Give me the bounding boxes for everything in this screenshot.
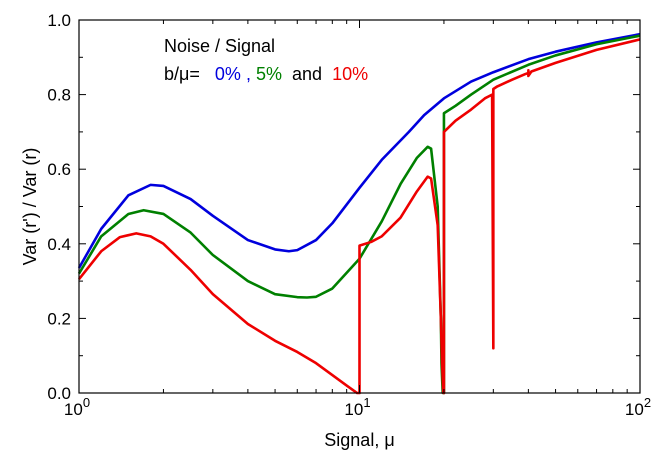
x-tick-label-exp: 2 (644, 395, 651, 410)
y-tick-label: 0.2 (47, 309, 71, 328)
y-tick-label: 0.6 (47, 160, 71, 179)
series-line-2 (77, 38, 641, 395)
x-tick-label: 100 (64, 395, 90, 419)
annotation-comma: , (246, 64, 251, 84)
annotation-and: and (292, 64, 322, 84)
series-layer (77, 32, 641, 395)
series-line-0 (77, 32, 641, 269)
annotation-title: Noise / Signal (164, 36, 275, 56)
x-tick-label-base: 10 (625, 400, 644, 419)
x-tick-label-base: 10 (64, 400, 83, 419)
y-tick-label: 0.8 (47, 86, 71, 105)
series-line-1 (77, 34, 641, 395)
y-tick-label: 1.0 (47, 11, 71, 30)
y-axis-label: Var (r') / Var (r) (20, 148, 40, 266)
x-tick-label-base: 10 (344, 400, 363, 419)
y-tick-label: 0.0 (47, 384, 71, 403)
annotation-value-5: 5% (256, 64, 282, 84)
x-tick-label-exp: 1 (363, 395, 370, 410)
annotation-value-10: 10% (332, 64, 368, 84)
x-tick-label-exp: 0 (83, 395, 90, 410)
annotation-legend: b/μ= 0% , 5% and 10% (164, 64, 368, 84)
annotation-value-0: 0% (215, 64, 241, 84)
annotation-prefix: b/μ= (164, 64, 200, 84)
x-tick-label: 102 (625, 395, 651, 419)
x-tick-label: 101 (344, 395, 370, 419)
ticks-layer (78, 19, 641, 394)
x-axis-label: Signal, μ (324, 430, 394, 450)
y-tick-label: 0.4 (47, 235, 71, 254)
